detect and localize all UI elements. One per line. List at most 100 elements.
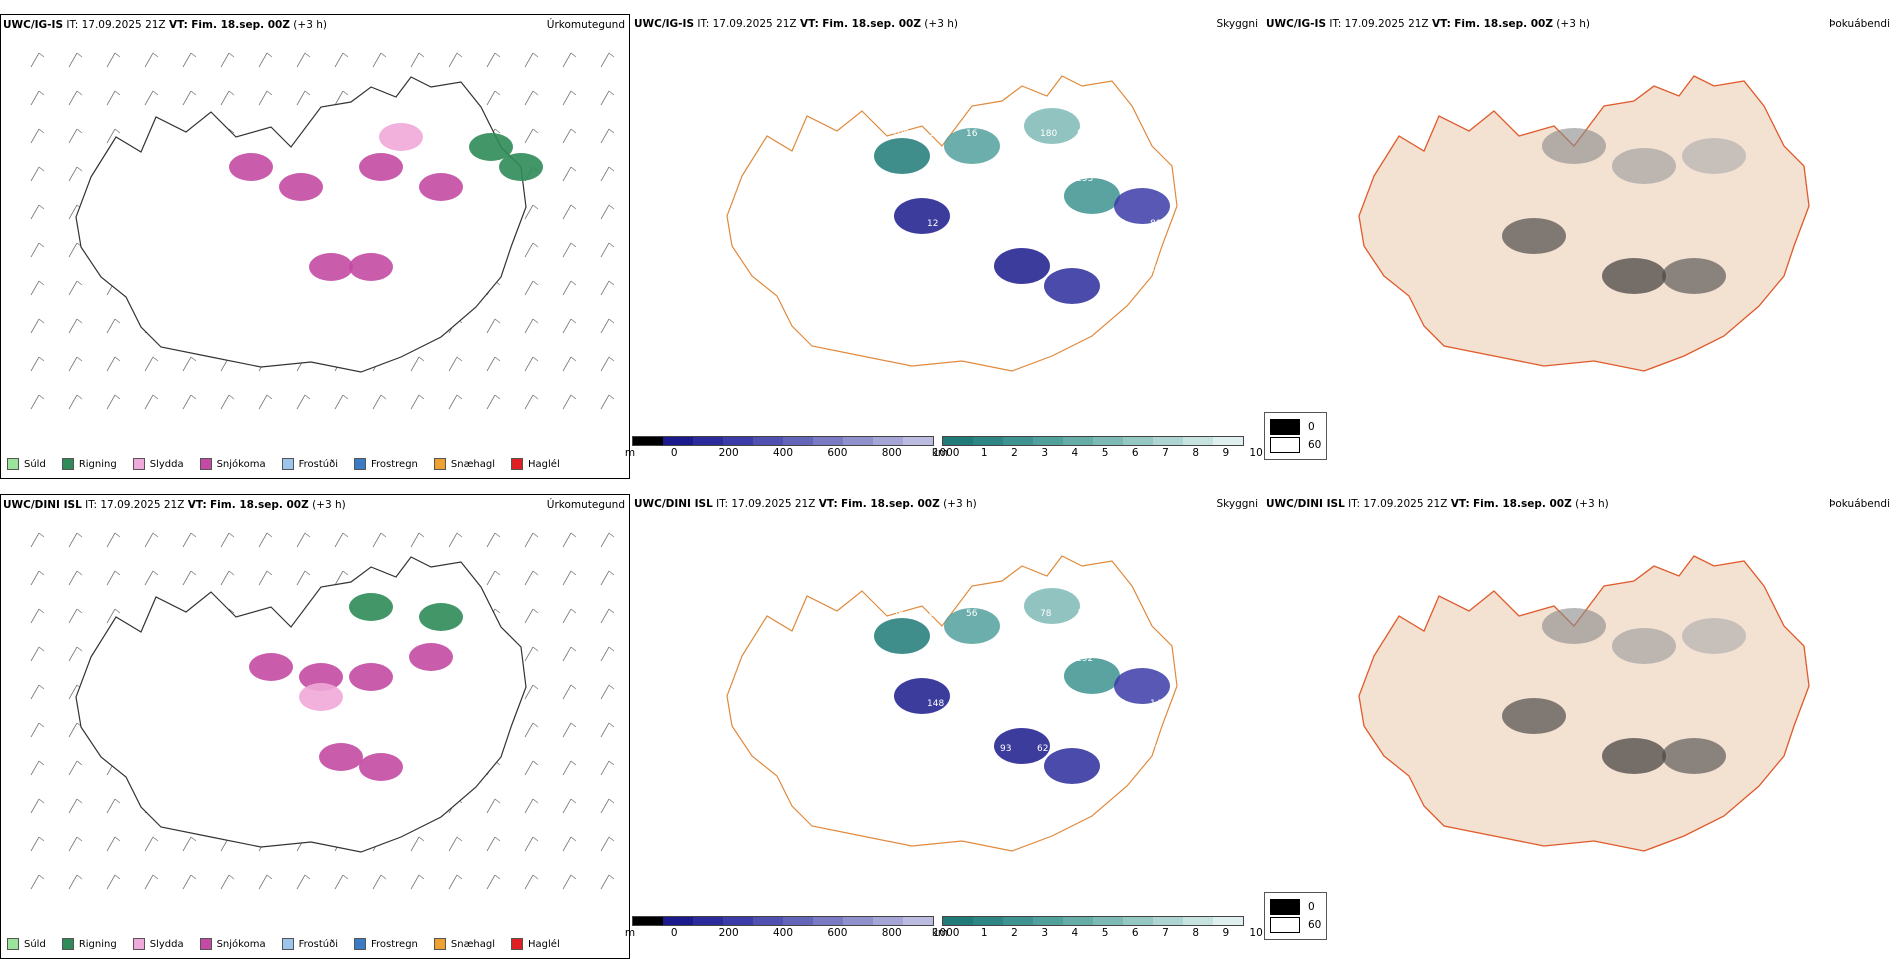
fog-legend-row2: 0 60 (1264, 892, 1328, 940)
legend-swatch (433, 458, 446, 470)
cbar-tick-label: 200 (718, 927, 739, 939)
wind-barb (486, 52, 501, 68)
wind-barb (372, 532, 387, 548)
cloud-area (874, 138, 930, 174)
legend-swatch (511, 938, 524, 950)
cbar-tick-label: 600 (827, 447, 848, 459)
wind-barb (182, 90, 197, 106)
wind-barb (68, 570, 83, 586)
precip-area (419, 603, 463, 631)
wind-barb (220, 874, 235, 890)
wind-barb (448, 394, 463, 410)
legend-item: Súld (7, 458, 46, 470)
wind-barb (106, 128, 121, 144)
cbar-unit: m (624, 927, 636, 939)
precip-area (359, 753, 403, 781)
cloud-area (1024, 588, 1080, 624)
wind-barb (524, 394, 539, 410)
fog-swatch (1270, 917, 1300, 933)
wind-barb (562, 128, 577, 144)
wind-barb (182, 874, 197, 890)
wind-barb (144, 52, 159, 68)
cloud-area (944, 608, 1000, 644)
fog-area (1682, 138, 1746, 174)
cloud-base-label: 253 (1076, 174, 1093, 184)
legend-label: Frostúði (298, 938, 338, 950)
precip-area (499, 153, 543, 181)
wind-barb (68, 128, 83, 144)
wind-barb (68, 242, 83, 258)
wind-barb (486, 394, 501, 410)
wind-barb (600, 608, 615, 624)
wind-barb (30, 242, 45, 258)
legend-label: Snæhagl (450, 938, 496, 950)
legend-swatch (281, 938, 294, 950)
precip-area (379, 123, 423, 151)
cloud-base-label: 37 (965, 174, 976, 184)
cloud-base-label: 59 (1038, 219, 1050, 229)
wind-barb (562, 874, 577, 890)
cbar-tick-label: 9 (1222, 927, 1230, 939)
wind-barb (486, 836, 501, 852)
wind-barb (600, 242, 615, 258)
wind-barb (296, 52, 311, 68)
legend-label: Snjókoma (216, 938, 266, 950)
precip-area (349, 253, 393, 281)
cloud-area (994, 728, 1050, 764)
cbar-tick-label: 0 (670, 447, 678, 459)
precip-area (409, 643, 453, 671)
cloud-base-label: 145 (1003, 129, 1020, 139)
wind-barb (410, 874, 425, 890)
fog-area (1602, 738, 1666, 774)
wind-barb (30, 532, 45, 548)
wind-barb (562, 318, 577, 334)
cbar-tick-label: 6 (1131, 927, 1139, 939)
wind-barb (562, 90, 577, 106)
wind-barb (296, 570, 311, 586)
wind-barb (562, 52, 577, 68)
wind-barb (106, 836, 121, 852)
legend-item: Snjókoma (199, 938, 266, 950)
fog-legend-item: 0 (1270, 899, 1321, 915)
wind-barb (562, 532, 577, 548)
wind-barb (68, 394, 83, 410)
wind-barb (106, 52, 121, 68)
wind-barb (372, 52, 387, 68)
wind-barb (410, 836, 425, 852)
wind-barb (524, 570, 539, 586)
wind-barb (106, 394, 121, 410)
wind-barb (30, 874, 45, 890)
cbar-tick-label: 3 (1041, 927, 1049, 939)
fog-legend-item: 0 (1270, 419, 1321, 435)
cbar-tick-label: 2 (1011, 927, 1018, 939)
wind-barb (562, 760, 577, 776)
wind-barb (106, 798, 121, 814)
wind-barb (410, 532, 425, 548)
cbar-height-row1: m 0 200 400 600 800 1000 (625, 436, 959, 460)
wind-barb (68, 874, 83, 890)
precip-area (229, 153, 273, 181)
wind-barb (486, 798, 501, 814)
cbar-vis-bar (942, 916, 1244, 926)
wind-barb (410, 356, 425, 372)
legend-label: Frostúði (298, 458, 338, 470)
cloud-base-label: 136 (1002, 654, 1019, 664)
cbar-tick-label: 0 (670, 927, 678, 939)
cloud-base-label: 36 (1112, 699, 1124, 709)
wind-barb (106, 532, 121, 548)
wind-barb (600, 722, 615, 738)
wind-barb (562, 394, 577, 410)
wind-barb (68, 836, 83, 852)
cloud-base-label: 88 (1001, 219, 1013, 229)
legend-item: Snjókoma (199, 458, 266, 470)
wind-barb (600, 166, 615, 182)
legend-swatch (354, 938, 366, 950)
legend-swatch (61, 938, 74, 950)
wind-barb (600, 836, 615, 852)
wind-barb (600, 760, 615, 776)
wind-barb (182, 836, 197, 852)
fog-panel-row1: UWC/IG-IS IT: 17.09.2025 21Z VT: Fim. 18… (1264, 14, 1894, 479)
legend-label: Haglél (528, 938, 560, 950)
cbar-tick-label: 1000 (932, 927, 960, 939)
legend-swatch (132, 458, 145, 470)
